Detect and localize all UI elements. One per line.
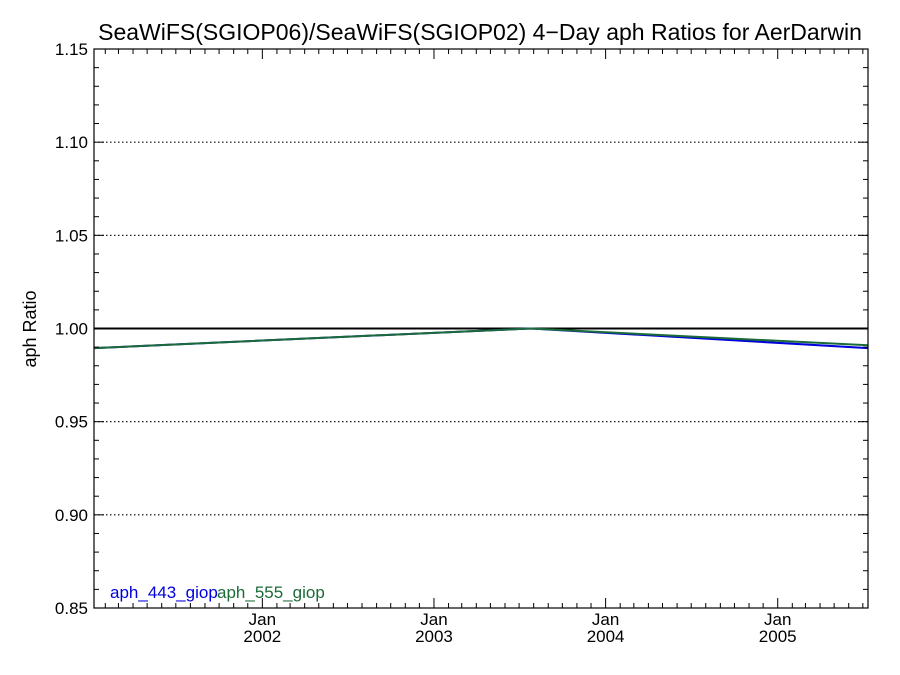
x-tick-label-month: Jan bbox=[764, 610, 791, 629]
y-tick-label: 1.00 bbox=[55, 320, 88, 339]
x-tick-label-month: Jan bbox=[420, 610, 447, 629]
legend: aph_443_giop aph_555_giop bbox=[110, 583, 325, 602]
x-tick-label-year: 2002 bbox=[243, 627, 281, 646]
y-tick-label: 1.15 bbox=[55, 40, 88, 59]
x-tick-label-month: Jan bbox=[592, 610, 619, 629]
x-tick-label-year: 2003 bbox=[415, 627, 453, 646]
y-tick-label: 1.10 bbox=[55, 133, 88, 152]
x-tick-label-year: 2004 bbox=[587, 627, 625, 646]
x-tick-label-year: 2005 bbox=[759, 627, 797, 646]
legend-entry-aph-555-giop: aph_555_giop bbox=[217, 583, 325, 602]
y-tick-label: 0.95 bbox=[55, 413, 88, 432]
legend-entry-aph-443-giop: aph_443_giop bbox=[110, 583, 218, 602]
axis-ticks bbox=[94, 48, 868, 609]
series-line-aph-555-giop bbox=[93, 327, 869, 350]
y-tick-label: 0.85 bbox=[55, 599, 88, 618]
y-tick-label: 1.05 bbox=[55, 226, 88, 245]
series-lines bbox=[93, 327, 869, 350]
x-tick-label-month: Jan bbox=[249, 610, 276, 629]
y-axis-label: aph Ratio bbox=[20, 290, 40, 367]
y-tick-label: 0.90 bbox=[55, 506, 88, 525]
chart-title: SeaWiFS(SGIOP06)/SeaWiFS(SGIOP02) 4−Day … bbox=[98, 19, 862, 45]
y-tick-labels: 0.85 0.90 0.95 1.00 1.05 1.10 1.15 bbox=[55, 40, 88, 618]
